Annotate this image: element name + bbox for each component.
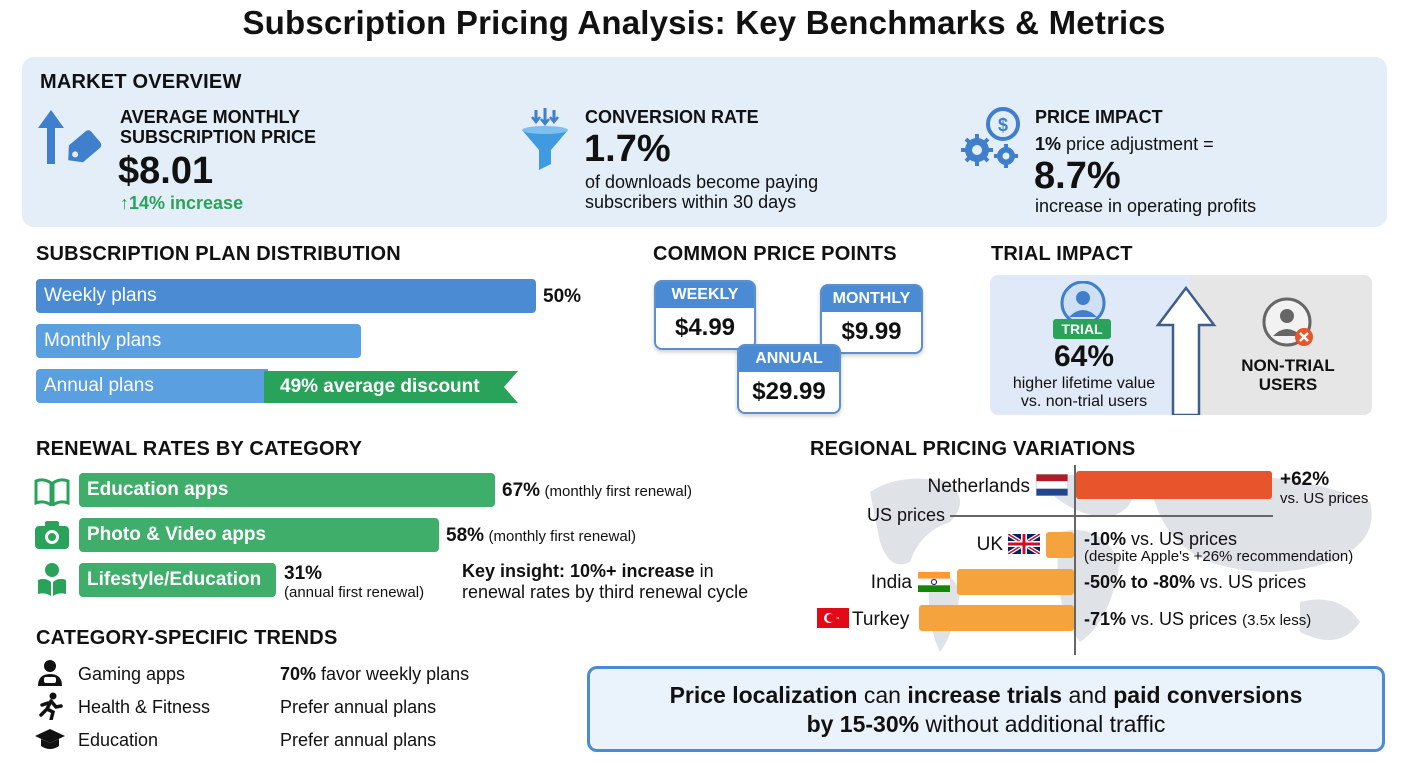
trial-user-icon <box>1060 281 1106 326</box>
india-value: -50% to -80% vs. US prices <box>1084 572 1307 592</box>
gears-dollar-icon: $ <box>961 107 1020 168</box>
price-points-heading: COMMON PRICE POINTS <box>653 243 897 265</box>
turkey-bar <box>919 605 1074 631</box>
funnel-icon <box>522 108 568 170</box>
country-uk: UK <box>976 534 1003 555</box>
trend-text-education: Prefer annual plans <box>280 730 437 750</box>
renewal-heading: RENEWAL RATES BY CATEGORY <box>36 438 363 460</box>
conversion-desc-1: of downloads become paying <box>585 172 819 192</box>
gamer-icon <box>38 660 62 686</box>
weekly-price-label: WEEKLY <box>656 282 754 308</box>
avg-price-change: ↑14% increase <box>120 193 244 213</box>
trial-value: 64% <box>1053 340 1115 373</box>
price-impact-line: 1% price adjustment = <box>1035 134 1214 154</box>
callout-line-2: by 15-30% without additional traffic <box>806 711 1166 737</box>
turkey-flag-icon <box>817 608 849 628</box>
annual-plans-bar: Annual plans <box>36 369 268 403</box>
weekly-plans-bar: Weekly plans <box>36 279 536 313</box>
us-prices-label: US prices <box>867 505 946 525</box>
svg-text:$: $ <box>998 115 1008 135</box>
regional-heading: REGIONAL PRICING VARIATIONS <box>810 438 1136 460</box>
localization-callout: Price localization can increase trials a… <box>587 666 1385 752</box>
trend-category-education: Education <box>78 730 159 750</box>
trial-desc-1: higher lifetime value <box>1012 375 1156 392</box>
book-icon <box>34 478 70 506</box>
annual-price-label: ANNUAL <box>739 346 839 372</box>
trend-text-health: Prefer annual plans <box>280 697 437 717</box>
uk-bar <box>1046 532 1074 558</box>
trend-text-gaming: 70% favor weekly plans <box>280 664 470 684</box>
country-turkey: Turkey <box>852 609 910 630</box>
us-baseline-line <box>1074 465 1076 655</box>
price-impact-desc: increase in operating profits <box>1035 196 1257 216</box>
renewal-note-lifestyle: (annual first renewal) <box>284 584 425 601</box>
renewal-pct-lifestyle: 31% <box>284 563 323 584</box>
monthly-price-value: $9.99 <box>841 318 902 345</box>
weekly-price-value: $4.99 <box>674 314 736 341</box>
avg-price-label-1: AVERAGE MONTHLY <box>120 107 301 127</box>
plan-distribution-heading: SUBSCRIPTION PLAN DISTRIBUTION <box>36 243 401 265</box>
renewal-bar-photo-video: Photo & Video apps <box>79 518 439 552</box>
non-trial-label-2: USERS <box>1258 375 1318 394</box>
trial-impact-heading: TRIAL IMPACT <box>991 243 1133 265</box>
india-flag-icon <box>918 572 950 592</box>
country-india: India <box>870 572 912 593</box>
turkey-value: -71% vs. US prices (3.5x less) <box>1084 609 1312 629</box>
netherlands-value: +62% <box>1280 469 1330 490</box>
page-title: Subscription Pricing Analysis: Key Bench… <box>242 4 1166 41</box>
renewal-bar-lifestyle: Lifestyle/Education <box>79 563 276 597</box>
renewal-pct-education: 67% (monthly first renewal) <box>502 480 693 501</box>
price-impact-value: 8.7% <box>1034 155 1121 197</box>
trend-category-health: Health & Fitness <box>78 697 211 717</box>
trial-badge: TRIAL <box>1053 319 1111 339</box>
non-trial-label-1: NON-TRIAL <box>1241 356 1335 375</box>
graduation-cap-icon <box>35 729 65 749</box>
country-netherlands: Netherlands <box>927 476 1030 497</box>
trend-category-gaming: Gaming apps <box>78 664 186 684</box>
market-overview-panel <box>22 57 1387 227</box>
renewal-bar-education: Education apps <box>79 473 495 507</box>
annual-discount-ribbon <box>264 371 518 403</box>
runner-icon <box>39 692 63 720</box>
price-tag-up-icon <box>38 110 102 164</box>
avg-price-value: $8.01 <box>118 150 214 192</box>
annual-price-card: ANNUAL $29.99 <box>737 344 841 414</box>
uk-flag-icon <box>1008 534 1040 554</box>
india-bar <box>957 569 1074 595</box>
netherlands-bar <box>1076 471 1272 499</box>
reader-icon <box>38 563 66 596</box>
monthly-price-label: MONTHLY <box>822 286 921 312</box>
us-baseline-horizontal <box>950 515 1273 517</box>
uk-value: -10% vs. US prices <box>1084 529 1238 549</box>
conversion-desc-2: subscribers within 30 days <box>585 192 797 212</box>
camera-icon <box>35 521 69 549</box>
renewal-pct-photo-video: 58% (monthly first renewal) <box>446 525 637 546</box>
price-impact-label: PRICE IMPACT <box>1035 107 1163 127</box>
conversion-label: CONVERSION RATE <box>585 107 759 127</box>
callout-line-1: Price localization can increase trials a… <box>669 682 1303 708</box>
trial-desc-2: vs. non-trial users <box>1020 393 1148 410</box>
renewal-insight: Key insight: 10%+ increase in renewal rat… <box>462 561 749 602</box>
monthly-plans-bar: Monthly plans <box>36 324 361 358</box>
weekly-price-card: WEEKLY $4.99 <box>654 280 756 350</box>
market-overview-heading: MARKET OVERVIEW <box>40 71 242 93</box>
monthly-price-card: MONTHLY $9.99 <box>820 284 923 354</box>
netherlands-sub: vs. US prices <box>1280 490 1369 507</box>
avg-price-label-2: SUBSCRIPTION PRICE <box>120 127 317 147</box>
uk-sub: (despite Apple's +26% recommendation) <box>1084 548 1354 565</box>
conversion-value: 1.7% <box>584 128 671 170</box>
up-arrow-icon <box>1155 285 1217 415</box>
trends-heading: CATEGORY-SPECIFIC TRENDS <box>36 627 338 649</box>
annual-discount-label: 49% average discount <box>280 376 480 397</box>
annual-price-value: $29.99 <box>752 378 826 405</box>
netherlands-flag-icon <box>1036 474 1068 496</box>
non-trial-user-icon <box>1262 297 1313 347</box>
weekly-plans-pct: 50% <box>543 286 582 307</box>
